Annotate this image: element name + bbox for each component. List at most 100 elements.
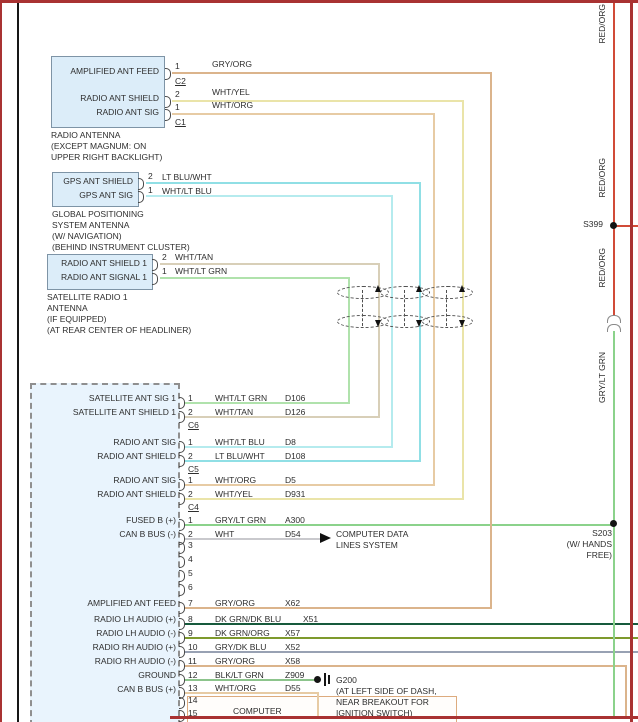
shield-arrow-up-icon	[416, 285, 422, 292]
component-caption: (BEHIND INSTRUMENT CLUSTER)	[52, 242, 190, 252]
ground-note: IGNITION SWITCH)	[336, 708, 413, 718]
pin-bracket	[179, 441, 185, 453]
off-page-arrow-icon	[320, 533, 331, 543]
pin-number: 10	[188, 642, 198, 652]
pin-bracket	[179, 455, 185, 467]
wire-color-label: WHT/TAN	[215, 407, 254, 417]
pin-number: 11	[188, 656, 197, 666]
circuit-label: D54	[285, 529, 301, 539]
pin-label: RADIO ANT SHIELD	[97, 489, 176, 499]
pin-number: 5	[188, 568, 193, 578]
inline-connector-icon	[607, 315, 621, 323]
pin-bracket	[138, 178, 144, 190]
component-caption: SYSTEM ANTENNA	[52, 220, 130, 230]
pin-label: RADIO ANT SHIELD	[80, 93, 159, 103]
component-caption: COMPUTER	[233, 706, 282, 716]
shield-arrow-down-icon	[416, 320, 422, 327]
wire-d8	[185, 446, 393, 448]
pin-bracket	[179, 397, 185, 409]
wire-color-label: WHT/TAN	[175, 252, 214, 262]
wire-x52	[185, 651, 638, 653]
pin-number: 2	[188, 529, 193, 539]
wire-color-label: WHT/LT GRN	[215, 393, 268, 403]
circuit-label: X52	[285, 642, 301, 652]
circuit-label: D106	[285, 393, 306, 403]
ground-symbol-icon	[328, 675, 330, 684]
wire-color-label: GRY/LT GRN	[215, 515, 267, 525]
pin-label: RADIO LH AUDIO (-)	[96, 628, 176, 638]
wire-x51	[185, 623, 638, 625]
ground-label: G200	[336, 675, 357, 685]
component-caption: SATELLITE RADIO 1	[47, 292, 128, 302]
pin-label: RADIO RH AUDIO (+)	[92, 642, 176, 652]
wire-color-label: BLK/LT GRN	[215, 670, 264, 680]
circuit-label: D55	[285, 683, 301, 693]
wire-lt-blu-wht	[146, 182, 419, 184]
pin-number: 1	[175, 102, 180, 112]
pin-number: 1	[162, 266, 167, 276]
circuit-label: D108	[285, 451, 306, 461]
pin-label: GPS ANT SIG	[79, 190, 133, 200]
frame-border-top	[0, 0, 638, 3]
shield-symbol	[446, 290, 447, 326]
pin-bracket	[179, 646, 185, 658]
pin-bracket	[179, 556, 185, 568]
pin-number: 3	[188, 540, 193, 550]
pin-bracket	[179, 584, 185, 596]
system-link-label: COMPUTER DATA	[336, 529, 409, 539]
splice-label: S203	[592, 528, 612, 538]
component-caption: GLOBAL POSITIONING	[52, 209, 144, 219]
pin-number: 1	[188, 393, 193, 403]
pin-number: 2	[162, 252, 167, 262]
wire-wht-tan-vertical	[378, 263, 380, 418]
connector-label: C6	[188, 420, 199, 430]
pin-number: 2	[188, 407, 193, 417]
wire-z909	[185, 679, 318, 681]
wire-color-label: WHT/YEL	[215, 489, 253, 499]
wire-color-label: DK GRN/ORG	[215, 628, 270, 638]
pin-number: 1	[148, 185, 153, 195]
pin-label: SATELLITE ANT SHIELD 1	[72, 407, 176, 417]
gps-antenna-box	[52, 172, 139, 207]
pin-number: 9	[188, 628, 193, 638]
wire-s399-branch	[613, 225, 638, 227]
shield-symbol	[422, 315, 473, 328]
pin-number: 2	[148, 171, 153, 181]
wire-wht-tan	[160, 263, 378, 265]
wire-color-label: WHT/YEL	[212, 87, 250, 97]
pin-bracket	[179, 570, 185, 582]
pin-number: 7	[188, 598, 193, 608]
component-caption: ANTENNA	[47, 303, 88, 313]
pin-bracket	[138, 191, 144, 203]
pin-bracket	[179, 519, 185, 531]
pin-number: 2	[175, 89, 180, 99]
pin-number: 13	[188, 683, 198, 693]
circuit-label: D931	[285, 489, 306, 499]
wire-d5	[185, 484, 435, 486]
splice-dot-s399	[610, 222, 617, 229]
pin-number: 15	[188, 708, 198, 718]
pin-number: 2	[188, 489, 193, 499]
pin-label: AMPLIFIED ANT FEED	[87, 598, 176, 608]
wire-color-label: DK GRN/DK BLU	[215, 614, 282, 624]
pin-number: 12	[188, 670, 198, 680]
system-link-label: LINES SYSTEM	[336, 540, 398, 550]
wire-wht-lt-grn	[160, 277, 348, 279]
splice-label: S399	[583, 219, 603, 229]
pin-label: RADIO LH AUDIO (+)	[94, 614, 176, 624]
wire-d106	[185, 402, 350, 404]
wire-d54	[185, 538, 320, 540]
pin-label: RADIO RH AUDIO (-)	[94, 656, 176, 666]
pin-number: 1	[188, 515, 193, 525]
pin-label: RADIO ANT SIGNAL 1	[61, 272, 147, 282]
wire-color-label: WHT/ORG	[215, 475, 257, 485]
circuit-label: X58	[285, 656, 301, 666]
circuit-label: X57	[285, 628, 301, 638]
pin-bracket	[179, 618, 185, 630]
pin-label: RADIO ANT SHIELD	[97, 451, 176, 461]
splice-note: FREE)	[586, 550, 613, 560]
pin-bracket	[179, 479, 185, 491]
component-caption: (IF EQUIPPED)	[47, 314, 107, 324]
pin-label: CAN B BUS (+)	[117, 684, 176, 694]
pin-label: GPS ANT SHIELD	[63, 176, 133, 186]
